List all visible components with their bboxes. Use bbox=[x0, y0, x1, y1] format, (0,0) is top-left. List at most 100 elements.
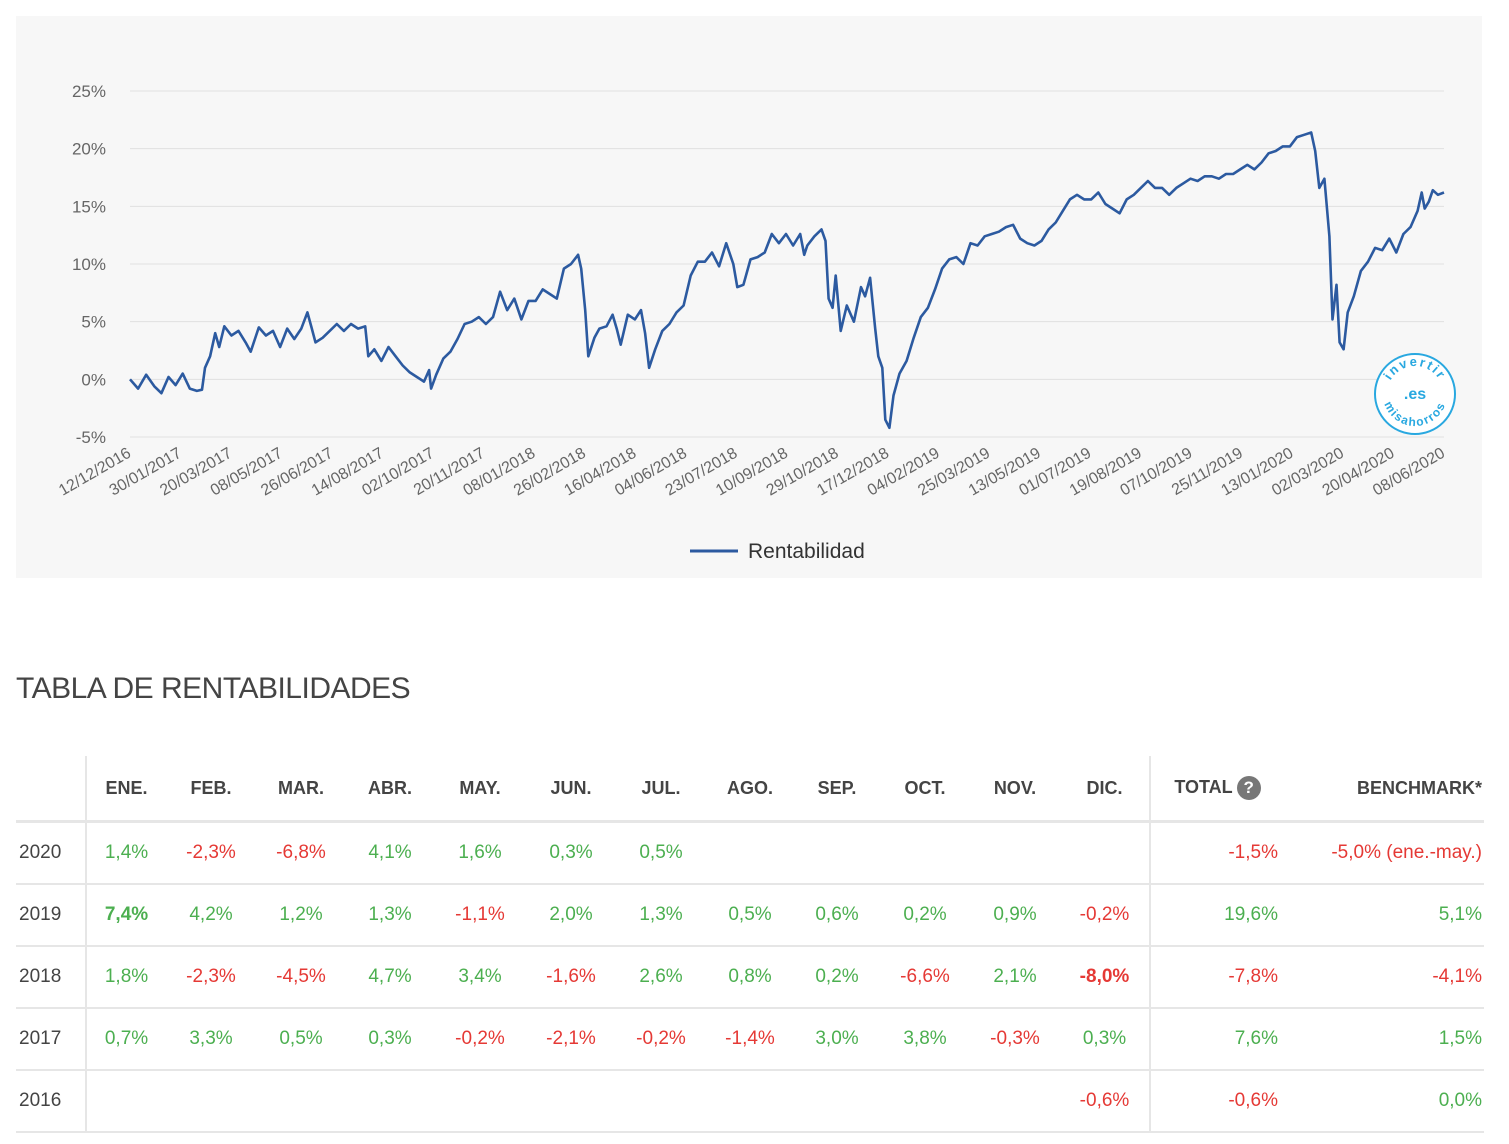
month-cell bbox=[794, 821, 880, 885]
month-cell: 4,7% bbox=[346, 946, 434, 1009]
header-label: ENE. bbox=[105, 777, 148, 798]
month-cell: 2,1% bbox=[970, 946, 1060, 1009]
y-tick-label: 5% bbox=[81, 313, 106, 332]
month-cell: 1,4% bbox=[86, 821, 166, 885]
year-cell: 2019 bbox=[16, 884, 87, 947]
total-cell: -1,5% bbox=[1149, 821, 1284, 885]
month-cell bbox=[526, 1070, 616, 1133]
month-cell: -1,1% bbox=[434, 884, 526, 947]
month-cell: -0,6% bbox=[1060, 1070, 1150, 1133]
month-cell bbox=[880, 821, 970, 885]
header-label: AGO. bbox=[726, 777, 773, 798]
month-cell: -6,8% bbox=[256, 821, 346, 885]
table-row: 2020 1,4% -2,3% -6,8% 4,1% 1,6% 0,3% 0,5% -1,5% -… bbox=[16, 821, 1484, 885]
month-cell: 1,3% bbox=[616, 884, 706, 947]
benchmark-cell: 5,1% bbox=[1284, 884, 1484, 947]
table-row: 2019 7,4% 4,2% 1,2% 1,3% -1,1% 2,0% 1,3% 0,5% 0,6… bbox=[16, 884, 1484, 947]
total-cell: -7,8% bbox=[1149, 946, 1284, 1009]
header-dic: DIC. bbox=[1060, 756, 1150, 823]
month-cell: 0,5% bbox=[616, 821, 706, 885]
header-oct: OCT. bbox=[880, 756, 970, 823]
y-tick-label: 10% bbox=[72, 255, 106, 274]
y-tick-label: 25% bbox=[72, 82, 106, 101]
month-cell: 0,5% bbox=[706, 884, 794, 947]
header-label: TOTAL bbox=[1174, 776, 1233, 797]
month-cell bbox=[1060, 821, 1150, 885]
month-cell: 0,9% bbox=[970, 884, 1060, 947]
month-cell: 0,5% bbox=[256, 1008, 346, 1071]
table-row: 2017 0,7% 3,3% 0,5% 0,3% -0,2% -2,1% -0,2% -1,4%… bbox=[16, 1008, 1484, 1071]
month-cell: -4,5% bbox=[256, 946, 346, 1009]
y-tick-label: 0% bbox=[81, 370, 106, 389]
month-cell: -0,2% bbox=[616, 1008, 706, 1071]
month-cell: -0,2% bbox=[1060, 884, 1150, 947]
month-cell bbox=[86, 1070, 166, 1133]
header-label: BENCHMARK* bbox=[1357, 777, 1482, 798]
month-cell: 1,3% bbox=[346, 884, 434, 947]
header-label: JUN. bbox=[550, 777, 592, 798]
benchmark-cell: 0,0% bbox=[1284, 1070, 1484, 1133]
y-tick-label: 15% bbox=[72, 197, 106, 216]
month-cell: -2,3% bbox=[166, 821, 256, 885]
month-cell: -1,4% bbox=[706, 1008, 794, 1071]
month-cell: -2,1% bbox=[526, 1008, 616, 1071]
header-label: MAY. bbox=[459, 777, 501, 798]
month-cell: -0,3% bbox=[970, 1008, 1060, 1071]
series-line-rentabilidad bbox=[129, 131, 1445, 430]
month-cell: 0,3% bbox=[346, 1008, 434, 1071]
month-cell bbox=[346, 1070, 434, 1133]
returns-table: ENE. FEB. MAR. ABR. MAY. JUN. JUL. AGO. SEP. OCT.… bbox=[16, 756, 1484, 1133]
header-total: TOTAL? bbox=[1149, 756, 1284, 823]
y-tick-label: 20% bbox=[72, 140, 106, 159]
month-cell: 7,4% bbox=[86, 884, 166, 947]
month-cell bbox=[880, 1070, 970, 1133]
month-cell bbox=[434, 1070, 526, 1133]
header-ago: AGO. bbox=[706, 756, 794, 823]
table-row: 2016 -0,6% -0,6% 0,0% bbox=[16, 1070, 1484, 1133]
series bbox=[129, 131, 1445, 430]
table-row: 2018 1,8% -2,3% -4,5% 4,7% 3,4% -1,6% 2,6% 0,8% 0… bbox=[16, 946, 1484, 1009]
month-cell bbox=[970, 1070, 1060, 1133]
header-label: DIC. bbox=[1086, 777, 1123, 798]
table-body: 2020 1,4% -2,3% -6,8% 4,1% 1,6% 0,3% 0,5% -1,5% -… bbox=[16, 821, 1484, 1133]
header-label: JUL. bbox=[641, 777, 681, 798]
legend[interactable]: Rentabilidad bbox=[690, 540, 865, 563]
header-year bbox=[16, 756, 87, 823]
month-cell bbox=[794, 1070, 880, 1133]
month-cell: 3,0% bbox=[794, 1008, 880, 1071]
table-title: TABLA DE RENTABILIDADES bbox=[16, 672, 411, 705]
help-icon[interactable]: ? bbox=[1236, 776, 1261, 800]
x-axis: 12/12/201630/01/201720/03/201708/05/2017… bbox=[56, 445, 1448, 500]
chart-panel: 25% 20% 15% 10% 5% 0% -5% 12/12/2016 30/01/2017… bbox=[16, 16, 1482, 578]
month-cell: 0,2% bbox=[880, 884, 970, 947]
month-cell: 0,3% bbox=[1060, 1008, 1150, 1071]
header-row: ENE. FEB. MAR. ABR. MAY. JUN. JUL. AGO. SEP. OCT.… bbox=[16, 756, 1484, 823]
header-label: NOV. bbox=[993, 777, 1037, 798]
month-cell: 4,1% bbox=[346, 821, 434, 885]
header-label: OCT. bbox=[904, 777, 946, 798]
header-jun: JUN. bbox=[526, 756, 616, 823]
header-may: MAY. bbox=[434, 756, 526, 823]
svg-text:.es: .es bbox=[1404, 386, 1426, 403]
total-cell: 19,6% bbox=[1149, 884, 1284, 947]
month-cell: 3,3% bbox=[166, 1008, 256, 1071]
header-sep: SEP. bbox=[794, 756, 880, 823]
month-cell: 4,2% bbox=[166, 884, 256, 947]
month-cell: 0,3% bbox=[526, 821, 616, 885]
header-label: ABR. bbox=[368, 777, 412, 798]
month-cell: -8,0% bbox=[1060, 946, 1150, 1009]
total-cell: 7,6% bbox=[1149, 1008, 1284, 1071]
benchmark-cell: 1,5% bbox=[1284, 1008, 1484, 1071]
invertir-misahorros-logo: invertir .es misahorros bbox=[1374, 353, 1456, 435]
header-label: MAR. bbox=[278, 777, 324, 798]
month-cell bbox=[706, 821, 794, 885]
y-tick-label: -5% bbox=[76, 428, 106, 447]
year-cell: 2016 bbox=[16, 1070, 87, 1133]
header-abr: ABR. bbox=[346, 756, 434, 823]
y-axis: 25% 20% 15% 10% 5% 0% -5% bbox=[72, 82, 106, 447]
month-cell bbox=[166, 1070, 256, 1133]
month-cell: 0,6% bbox=[794, 884, 880, 947]
month-cell: 3,4% bbox=[434, 946, 526, 1009]
month-cell: 2,0% bbox=[526, 884, 616, 947]
month-cell bbox=[256, 1070, 346, 1133]
